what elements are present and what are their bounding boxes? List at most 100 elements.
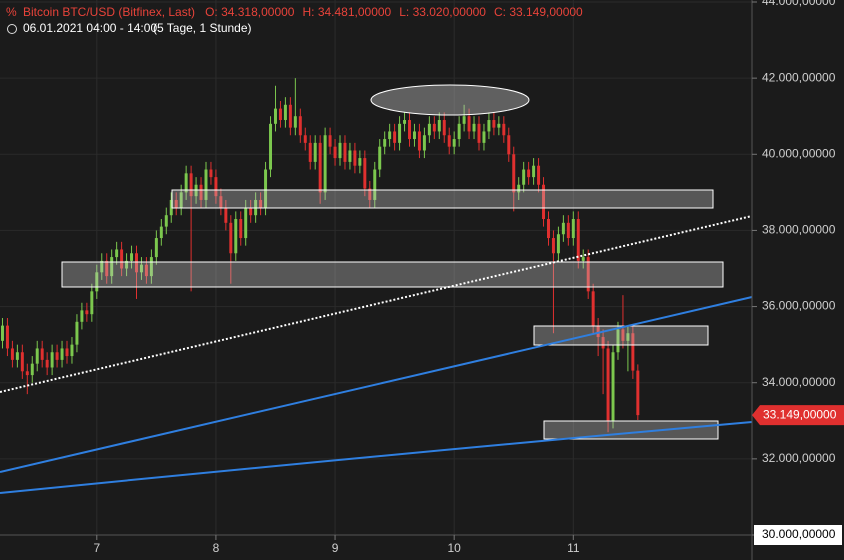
last-price-box — [752, 405, 844, 426]
candle-body — [527, 169, 531, 178]
candle-body — [412, 131, 416, 140]
clock-icon — [7, 24, 17, 34]
chart-subtitle: 06.01.2021 04:00 - 14:00 — [23, 21, 157, 35]
candle-body — [85, 310, 89, 315]
candle-body — [90, 291, 94, 315]
candle-body — [393, 131, 397, 143]
candle-body — [522, 169, 526, 185]
candle-body — [432, 123, 436, 132]
candle-body — [507, 135, 511, 155]
candle-body — [348, 150, 352, 162]
candle-body — [249, 207, 253, 216]
candle-body — [199, 184, 203, 200]
candle-body — [264, 169, 268, 208]
quote-value: O: 34.318,00000 — [205, 5, 295, 19]
candle-body — [159, 226, 163, 239]
candle-body — [353, 150, 357, 166]
candle-body — [328, 135, 332, 147]
candle-body — [383, 139, 387, 147]
candle-body — [130, 253, 134, 261]
candle-body — [457, 123, 461, 140]
y-tick-label: 30.000,00000 — [762, 527, 836, 541]
candle-body — [209, 169, 213, 178]
candle-body — [408, 120, 411, 140]
y-tick-label: 38.000,00000 — [762, 223, 836, 237]
candle-body — [224, 207, 228, 223]
candle-body — [5, 325, 9, 349]
candle-body — [606, 348, 610, 421]
candle-body — [80, 310, 84, 322]
candle-body — [447, 135, 451, 147]
zone — [61, 261, 724, 288]
candle-body — [244, 207, 248, 239]
candle-body — [234, 219, 238, 254]
candle-body — [398, 123, 402, 143]
candle-body — [105, 260, 109, 277]
candle-body — [214, 177, 218, 197]
candle-body — [0, 325, 4, 341]
candle-body — [278, 108, 282, 121]
chart-title: Bitcoin BTC/USD (Bitfinex, Last) — [23, 5, 195, 19]
candle-body — [65, 348, 69, 357]
candle-body — [576, 219, 580, 261]
candle-body — [462, 116, 466, 124]
candle-body — [601, 337, 605, 349]
candle-body — [45, 359, 49, 368]
candle-body — [561, 222, 565, 235]
trendline — [0, 421, 753, 494]
candle-body — [204, 169, 208, 200]
zone — [171, 189, 714, 209]
candle-body — [55, 352, 59, 360]
candle-body — [95, 272, 99, 292]
candle-body — [596, 325, 600, 338]
candle-body — [546, 219, 550, 239]
candle-body — [100, 260, 104, 273]
candle-body — [219, 196, 223, 208]
candle-body — [144, 264, 148, 277]
candle-body — [422, 135, 426, 151]
candle-body — [149, 257, 153, 277]
zone — [533, 325, 709, 346]
zone — [543, 420, 719, 440]
quote-value: L: 33.020,00000 — [399, 5, 486, 19]
y-tick-box — [754, 525, 842, 545]
candle-body — [373, 169, 377, 200]
candle-body — [621, 329, 625, 341]
candle-body — [571, 219, 575, 239]
candle-body — [338, 142, 342, 159]
ellipse — [370, 84, 530, 116]
candle-body — [303, 135, 307, 143]
candle-body — [135, 253, 138, 273]
candle-body — [70, 344, 74, 357]
y-tick-label: 32.000,00000 — [762, 451, 836, 465]
candle-body — [502, 123, 506, 136]
candle-body — [308, 142, 312, 162]
candle-body — [184, 173, 188, 193]
candle-body — [611, 352, 615, 421]
candle-body — [368, 188, 372, 200]
candle-body — [323, 135, 327, 193]
candle-body — [487, 120, 491, 132]
candle-body — [467, 116, 471, 132]
candle-body — [512, 154, 516, 193]
last-price-label: 33.149,00000 — [763, 407, 837, 421]
candle-body — [40, 348, 44, 360]
candle-body — [586, 257, 590, 292]
quote-value: H: 34.481,00000 — [302, 5, 391, 19]
candle-body — [169, 199, 173, 216]
candle-body — [631, 333, 635, 371]
candle-body — [537, 165, 541, 185]
candle-body — [358, 158, 362, 166]
candle-body — [288, 104, 292, 128]
candle-body — [229, 222, 233, 254]
candle-body — [269, 123, 273, 170]
candle-body — [174, 199, 178, 208]
y-tick-label: 44.000,00000 — [762, 0, 836, 8]
candle-body — [239, 219, 243, 239]
candle-body — [25, 371, 29, 376]
candle-body — [75, 321, 79, 345]
candle-body — [616, 329, 620, 353]
candle-body — [50, 352, 54, 368]
header: % Bitcoin BTC/USD (Bitfinex, Last) 06.01… — [6, 5, 252, 35]
candle-body — [497, 123, 501, 128]
